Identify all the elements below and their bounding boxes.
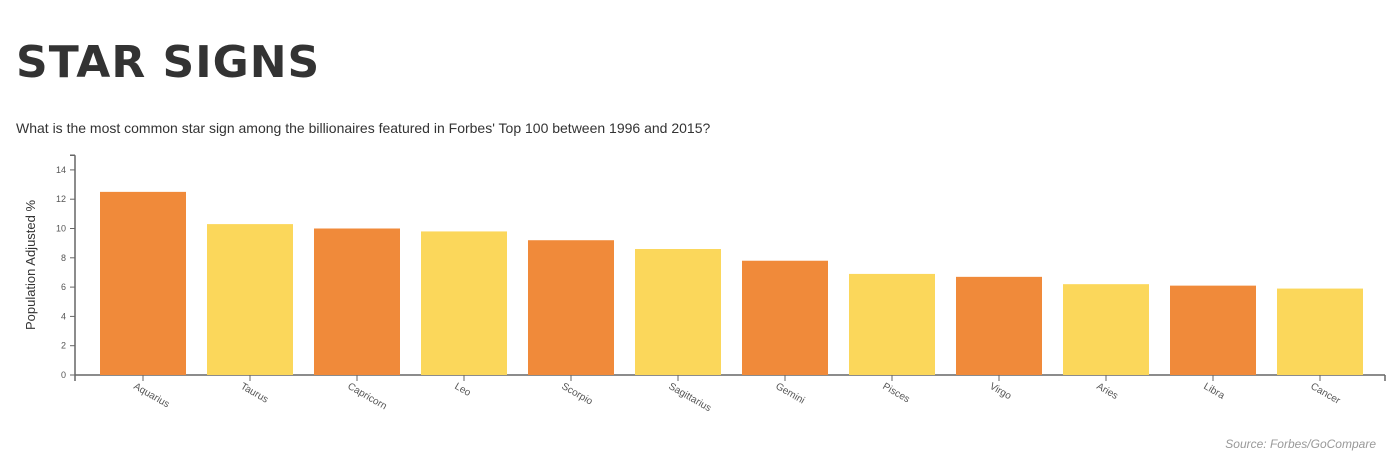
y-axis-label: Population Adjusted % — [23, 200, 38, 331]
bars-group — [100, 191, 1363, 375]
source-note: Source: Forbes/GoCompare — [1225, 437, 1376, 451]
bar-capricorn — [314, 228, 400, 375]
y-tick-label: 12 — [56, 194, 66, 204]
page-title: STAR SIGNS — [16, 37, 321, 88]
bar-aries — [1063, 284, 1149, 375]
y-tick-label: 6 — [61, 282, 66, 292]
x-axis: Aquarius Taurus Capricorn Leo Scorpio Sagitta… — [74, 374, 1386, 414]
x-tick-label: Capricorn — [346, 381, 389, 412]
bar-libra — [1170, 285, 1256, 375]
bar-leo — [421, 231, 507, 375]
x-tick-label: Leo — [453, 381, 473, 399]
bar-cancer — [1277, 288, 1363, 375]
bar-pisces — [849, 273, 935, 375]
x-tick-label: Virgo — [988, 381, 1014, 402]
chart-subtitle: What is the most common star sign among … — [16, 120, 711, 136]
y-tick-label: 2 — [61, 341, 66, 351]
x-tick-label: Sagittarius — [667, 381, 713, 414]
bar-aquarius — [100, 191, 186, 375]
y-axis: 0 2 4 6 8 10 12 14 — [56, 154, 76, 380]
x-tick-label: Gemini — [774, 381, 807, 406]
y-tick-label: 8 — [61, 253, 66, 263]
x-tick-label: Libra — [1202, 381, 1227, 402]
x-tick-label: Aries — [1095, 381, 1120, 402]
bar-sagittarius — [635, 249, 721, 375]
bar-virgo — [956, 276, 1042, 375]
x-tick-label: Pisces — [881, 381, 912, 405]
y-tick-label: 4 — [61, 311, 66, 321]
x-tick-label: Scorpio — [560, 381, 595, 408]
bar-scorpio — [528, 240, 614, 375]
y-tick-label: 10 — [56, 224, 66, 234]
x-tick-label: Aquarius — [132, 381, 172, 410]
x-tick-label: Taurus — [239, 381, 270, 406]
x-tick-label: Cancer — [1309, 381, 1343, 407]
y-tick-label: 14 — [56, 165, 66, 175]
y-tick-label: 0 — [61, 370, 66, 380]
bar-gemini — [742, 260, 828, 375]
bar-taurus — [207, 224, 293, 375]
